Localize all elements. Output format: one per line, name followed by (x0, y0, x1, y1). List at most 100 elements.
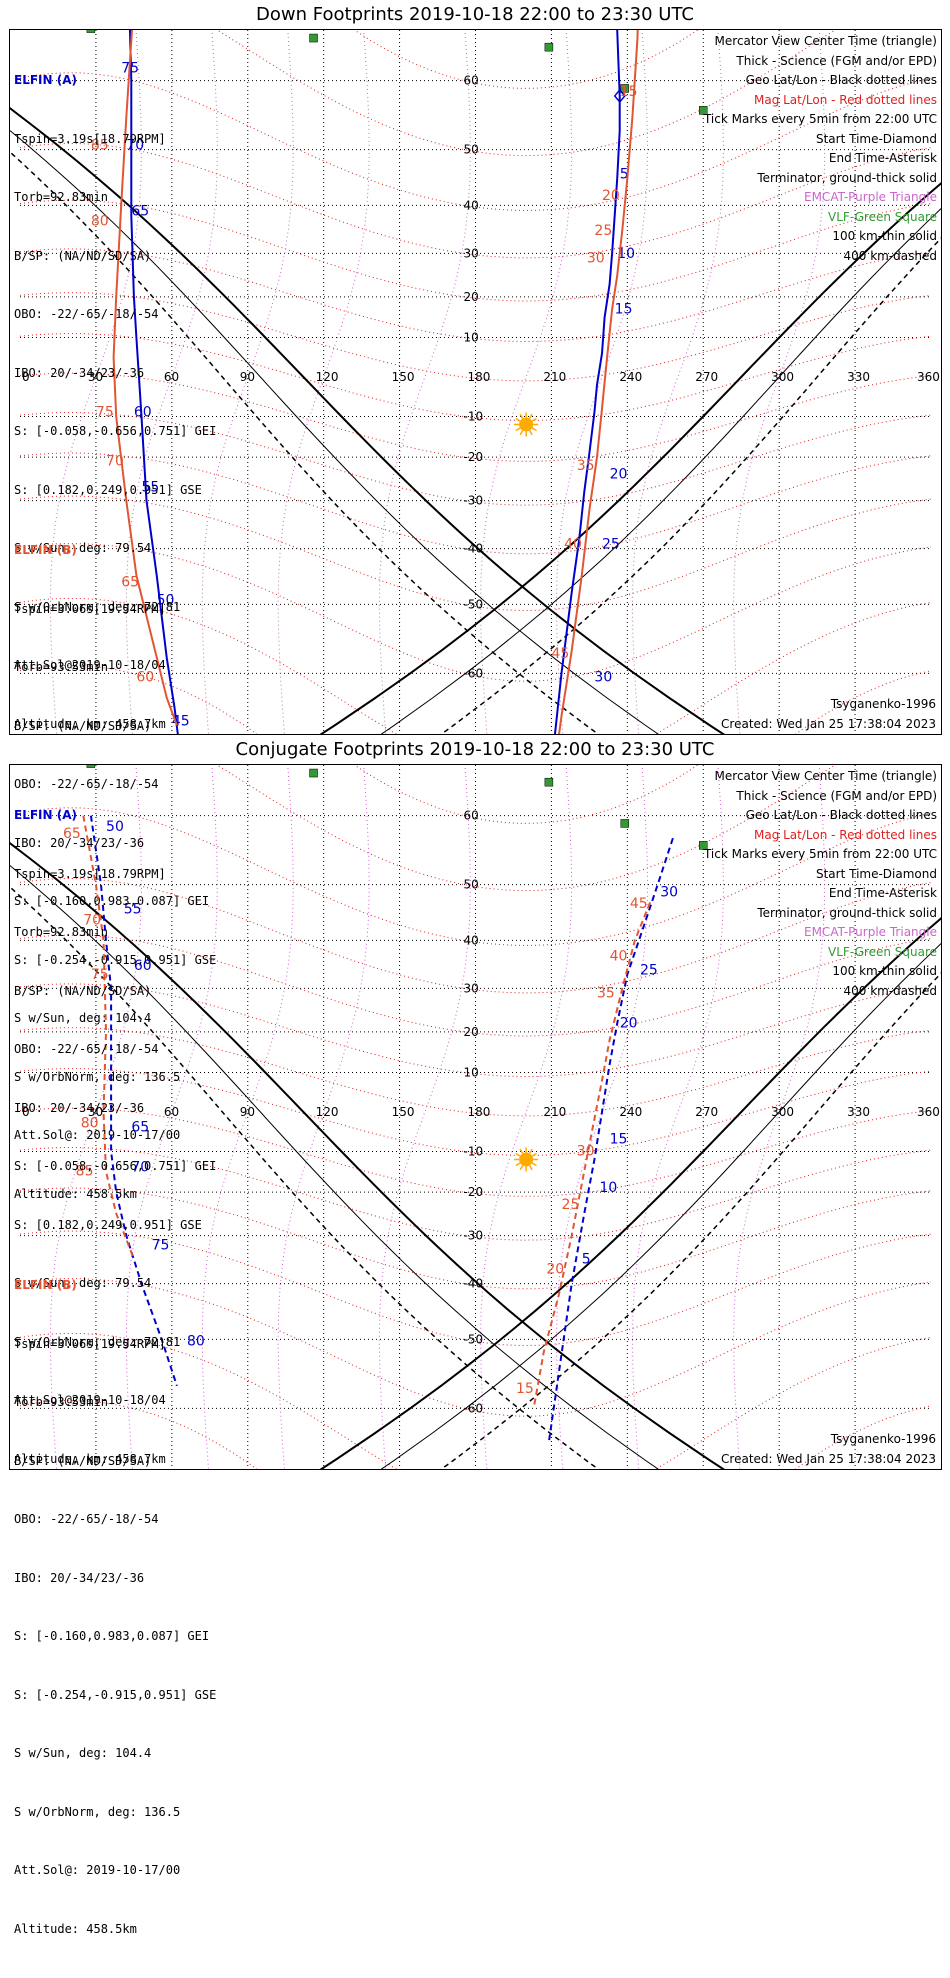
info-line: S: [-0.058,-0.656,0.751] GEI (14, 1159, 217, 1173)
mag-lat-line (19, 1230, 932, 1347)
info-line: IBO: 20/-34/23/-36 (14, 835, 145, 850)
mag-lat-line (19, 411, 932, 506)
mag-lat-line (19, 142, 932, 259)
mag-lat-line (19, 1027, 932, 1117)
vlf-station-marker (620, 819, 630, 828)
lat-tick-label: -50 (464, 597, 484, 611)
mag-lat-line (19, 248, 932, 343)
info-line: S w/Sun, deg: 104.4 (14, 1746, 152, 1760)
lon-tick-label: 90 (240, 370, 255, 384)
mag-lat-line (19, 372, 932, 462)
track-tick-label: 20 (546, 1262, 564, 1278)
track-tick-label: 5 (582, 1252, 591, 1268)
track-tick-label: 50 (106, 819, 124, 835)
elfin-a-info-down: ELFIN (A) Tspin=3.19s[18.79RPM] Torb=92.… (14, 32, 216, 773)
info-line: IBO: 20/-34/23/-36 (14, 1100, 145, 1115)
info-line: OBO: -22/-65/-18/-54 (14, 1512, 159, 1526)
lat-tick-label: -50 (464, 1332, 484, 1346)
track-tick-label: 35 (577, 458, 595, 474)
elfin-b-info-conjugate: ELFIN (B) Tspin=3.06s[19.54RPM] Torb=93.… (14, 1237, 216, 1978)
terminator-line (10, 106, 725, 734)
lat-tick-label: 40 (464, 198, 479, 212)
sun-ray (519, 1148, 524, 1154)
track-tick-label: 15 (516, 1381, 534, 1397)
start-diamond-marker (613, 88, 626, 104)
info-line: S w/Sun, deg: 104.4 (14, 1011, 152, 1025)
track-tick-label: 25 (562, 1197, 580, 1213)
lon-tick-label: 150 (392, 1105, 415, 1119)
legend-item: Mercator View Center Time (triangle) (714, 769, 937, 783)
info-line: OBO: -22/-65/-18/-54 (14, 777, 159, 791)
lon-tick-label: 180 (468, 1105, 491, 1119)
legend-item: 100 km-thin solid (832, 964, 937, 978)
sun-ray (528, 1165, 533, 1171)
track-tick-label: 60 (134, 404, 152, 420)
track-tick-label: 35 (597, 985, 615, 1001)
terminator-100km-line (380, 943, 941, 1469)
legend-item: Thick - Science (FGM and/or EPD) (736, 788, 937, 803)
info-line: Att.Sol@: 2019-10-17/00 (14, 1128, 181, 1142)
elfin-a-info-conjugate: ELFIN (A) Tspin=3.19s[18.79RPM] Torb=92.… (14, 767, 216, 1508)
info-line: OBO: -22/-65/-18/-54 (14, 307, 159, 321)
lon-tick-label: 240 (619, 370, 642, 384)
footprint-track (547, 837, 674, 1442)
lon-tick-label: 270 (695, 1105, 718, 1119)
info-line: IBO: 20/-34/23/-36 (14, 365, 145, 380)
lat-tick-label: 30 (464, 246, 479, 260)
legend-item: Mag Lat/Lon - Red dotted lines (753, 92, 937, 107)
track-tick-label: 70 (126, 138, 144, 154)
legend-item: Terminator, ground-thick solid (757, 170, 937, 185)
lat-tick-label: 40 (464, 933, 479, 947)
footprint-map-down: 0 30 60 90 120 150 180 210 240 270 300 330 360 70 60 50… (10, 30, 941, 734)
track-tick-label: 65 (131, 1120, 149, 1136)
lon-tick-label: 90 (240, 1105, 255, 1119)
legend-item: Geo Lat/Lon - Black dotted lines (745, 73, 937, 87)
track-tick-label: 55 (124, 902, 142, 918)
info-line: S: [0.182,0.249,0.951] GSE (14, 1217, 202, 1232)
info-line: Tspin=3.19s[18.79RPM] (14, 866, 166, 881)
lon-tick-label: 120 (316, 370, 339, 384)
track-tick-label: 85 (91, 138, 109, 154)
track-tick-label: 10 (599, 1180, 617, 1196)
lat-tick-label: 60 (464, 809, 479, 823)
lat-tick-label: 50 (464, 878, 479, 892)
mag-lat-line (19, 983, 932, 1078)
info-line: B/SP: (NA/ND/SD/SA) (14, 718, 152, 733)
track-tick-label: 75 (152, 1237, 170, 1253)
sun-ray (528, 1148, 533, 1154)
vlf-station-marker (309, 768, 318, 778)
lat-tick-label: 10 (464, 331, 479, 345)
created-label: Created: Wed Jan 25 17:38:04 2023 (721, 1451, 936, 1466)
info-line: S: [-0.160,0.983,0.087] GEI (14, 1629, 210, 1643)
footer-conjugate: Tsyganenko-1996 Created: Wed Jan 25 17:3… (721, 1430, 936, 1469)
lon-tick-label: 360 (917, 1105, 940, 1119)
terminator-400km-line (440, 237, 941, 734)
info-line: Att.Sol@2019-10-18/04 (14, 658, 166, 672)
track-tick-label: 30 (577, 1143, 595, 1159)
info-line: Tspin=3.06s[19.54RPM] (14, 1336, 166, 1351)
lat-tick-label: -10 (464, 409, 484, 423)
terminator-100km-line (10, 864, 659, 1469)
mag-lat-line (19, 495, 932, 612)
terminator-400km-line (10, 151, 600, 734)
mag-lat-line (19, 877, 932, 994)
lon-tick-label: 30 (88, 370, 103, 384)
footprint-track (89, 815, 178, 1387)
info-line: Torb=93.53min (14, 660, 108, 674)
sun-ray (515, 1162, 521, 1167)
footprint-track (558, 30, 639, 734)
lat-tick-label: 20 (464, 1025, 479, 1039)
vlf-station-marker (86, 765, 96, 768)
panel-title-conjugate: Conjugate Footprints 2019-10-18 22:00 to… (235, 739, 715, 760)
map-panel-conjugate: 0 30 60 90 120 150 180 210 240 270 300 330 360 70 60 50… (9, 764, 942, 1936)
info-line: IBO: 20/-34/23/-36 (14, 1570, 145, 1585)
lon-tick-label: 30 (88, 1105, 103, 1119)
mag-lat-line (19, 1146, 932, 1241)
track-tick-label: 65 (131, 203, 149, 219)
vlf-station-marker (544, 777, 554, 787)
lon-tick-label: 270 (695, 370, 718, 384)
info-line: S: [-0.254,-0.915,0.951] GSE (14, 952, 217, 967)
sun-ray (515, 1152, 521, 1157)
terminator-400km-line (440, 972, 941, 1469)
lon-tick-label: 330 (847, 1105, 870, 1119)
